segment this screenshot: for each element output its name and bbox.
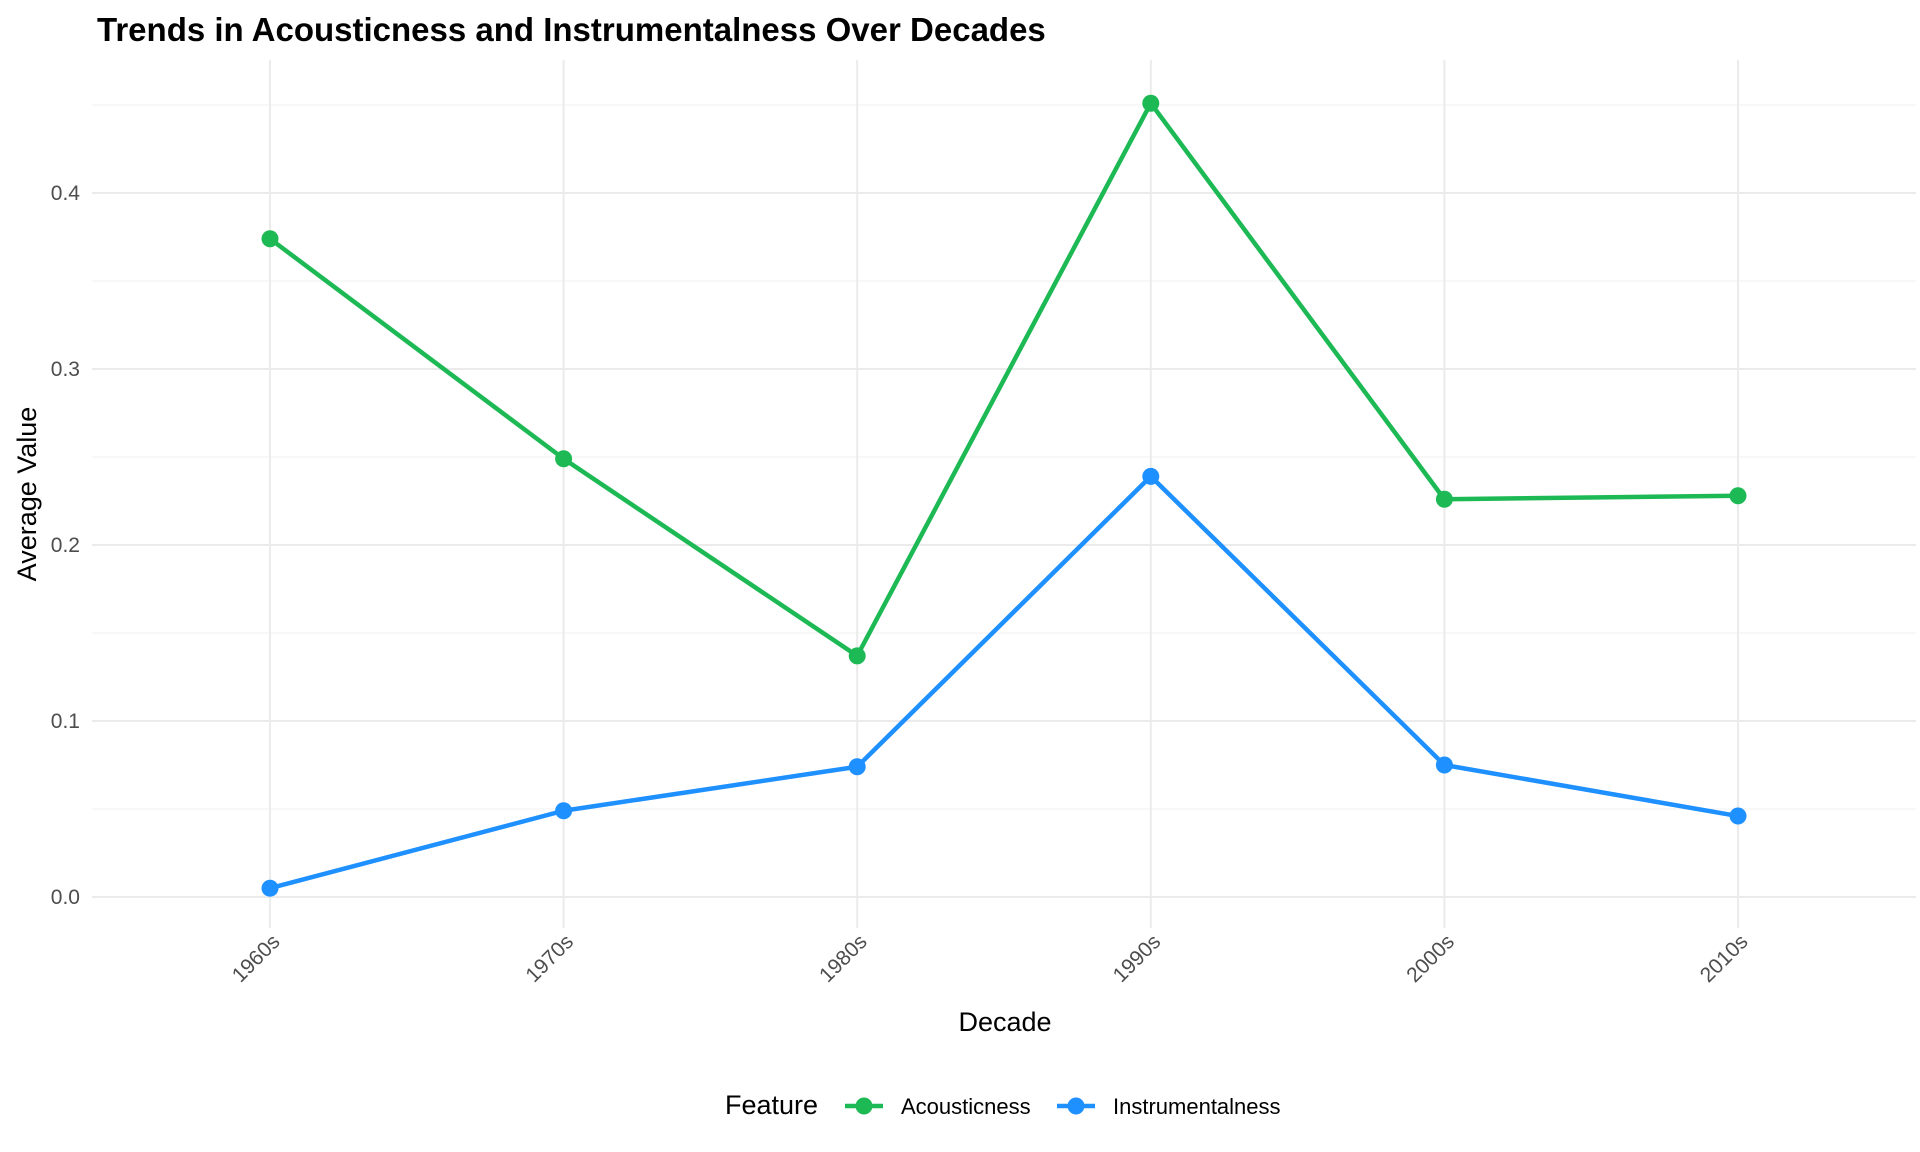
legend-key-point (855, 1097, 873, 1115)
data-point (555, 802, 573, 820)
y-tick-label: 0.3 (51, 358, 80, 381)
data-point (848, 647, 866, 665)
plot-grid (92, 60, 1916, 928)
x-tick-label: 2000s (1402, 930, 1459, 987)
y-tick-label: 0.2 (51, 534, 80, 557)
data-point (1729, 807, 1747, 825)
legend: Feature Acousticness Instrumentalness (725, 1090, 1281, 1120)
x-tick-label: 2010s (1696, 930, 1753, 987)
x-axis-title: Decade (958, 1007, 1051, 1037)
data-point (1142, 94, 1160, 112)
series-instrumentalness (261, 467, 1747, 897)
series-line (267, 474, 1741, 891)
series-line (267, 100, 1741, 659)
x-tick-label: 1990s (1109, 930, 1166, 987)
legend-item-instrumentalness: Instrumentalness (1057, 1094, 1281, 1119)
data-point (261, 879, 279, 897)
data-point (1729, 487, 1747, 505)
data-point (848, 758, 866, 776)
chart-title: Trends in Acousticness and Instrumentaln… (97, 11, 1046, 48)
series-layer (261, 94, 1747, 897)
legend-key-point (1067, 1097, 1085, 1115)
x-tick-label: 1970s (521, 930, 578, 987)
y-tick-label: 0.4 (51, 182, 81, 205)
legend-label: Acousticness (901, 1094, 1031, 1119)
data-point (1435, 756, 1453, 774)
data-point (261, 230, 279, 248)
series-acousticness (261, 94, 1747, 665)
data-point (1142, 467, 1160, 485)
data-point (555, 450, 573, 468)
y-tick-label: 0.0 (51, 886, 80, 909)
legend-items: Acousticness Instrumentalness (845, 1094, 1281, 1119)
y-tick-label: 0.1 (51, 710, 80, 733)
y-axis-ticks: 0.0 0.1 0.2 0.3 0.4 (51, 182, 81, 909)
legend-title: Feature (725, 1090, 818, 1120)
x-tick-label: 1980s (815, 930, 872, 987)
data-point (1435, 490, 1453, 508)
y-axis-title: Average Value (12, 407, 42, 582)
legend-item-acousticness: Acousticness (845, 1094, 1031, 1119)
x-axis-ticks: 1960s 1970s 1980s 1990s 2000s 2010s (228, 930, 1753, 987)
legend-label: Instrumentalness (1113, 1094, 1281, 1119)
x-tick-label: 1960s (228, 930, 285, 987)
